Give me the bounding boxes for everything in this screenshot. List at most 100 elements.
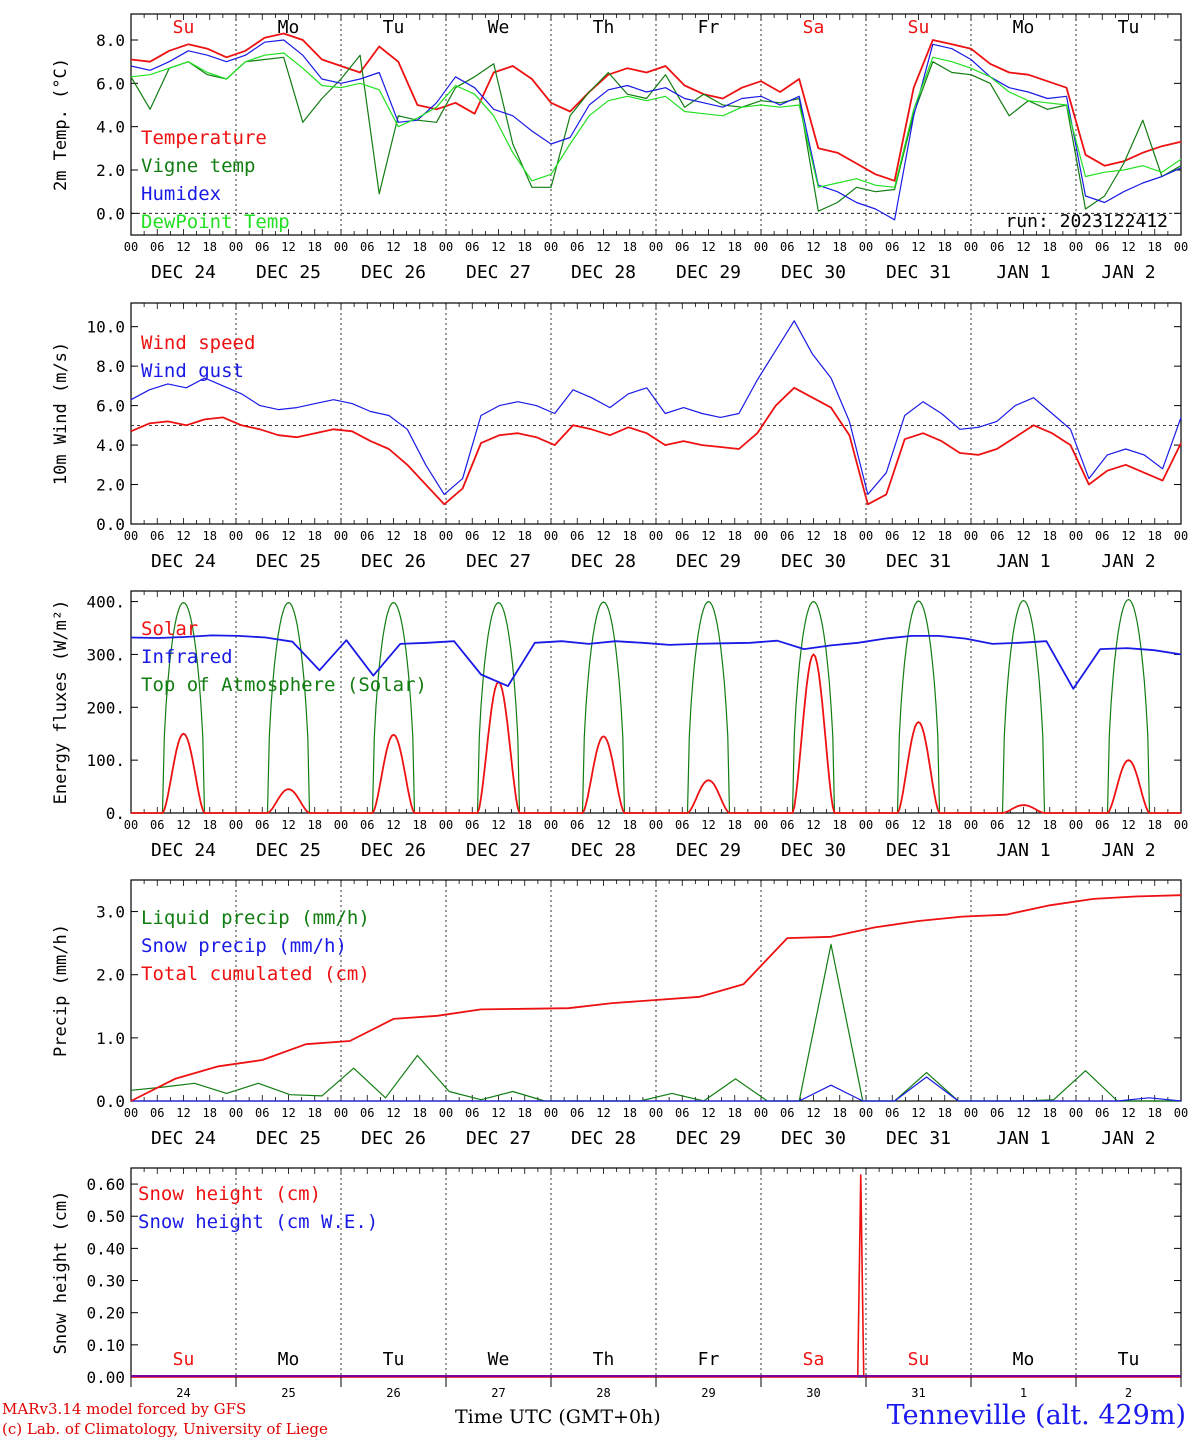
hour-label: 06 [570, 529, 584, 543]
station-name: Tenneville (alt. 429m) [886, 1400, 1186, 1431]
series-line-1 [130, 54, 1182, 212]
hour-label: 06 [360, 818, 374, 832]
weekday-label: Sa [803, 17, 825, 38]
weekday-label: Tu [1118, 1349, 1140, 1370]
hour-label: 12 [596, 529, 610, 543]
day-number: 31 [911, 1386, 925, 1400]
legend-entry: Snow height (cm W.E.) [138, 1211, 378, 1233]
hour-label: 18 [833, 1106, 847, 1120]
hour-label: 00 [124, 1106, 138, 1120]
day-number: 29 [701, 1386, 715, 1400]
day-label: DEC 25 [256, 262, 321, 283]
hour-label: 12 [1121, 818, 1135, 832]
weekday-label: Tu [1118, 17, 1140, 38]
day-label: DEC 26 [361, 1128, 426, 1149]
day-label: DEC 24 [151, 551, 216, 572]
hour-label: 06 [780, 1106, 794, 1120]
y-axis-label: Snow height (cm) [51, 1191, 71, 1355]
hour-label: 00 [1174, 1106, 1188, 1120]
weekday-label: Fr [698, 17, 720, 38]
weekday-label: Mo [278, 17, 300, 38]
hour-label: 00 [229, 240, 243, 254]
hour-label: 12 [386, 529, 400, 543]
day-label: DEC 28 [571, 1128, 636, 1149]
hour-label: 12 [281, 240, 295, 254]
hour-label: 00 [649, 1106, 663, 1120]
day-label: JAN 2 [1101, 551, 1155, 572]
y-tick-label: 8.0 [96, 357, 125, 376]
hour-label: 00 [1069, 1106, 1083, 1120]
legend-entry: DewPoint Temp [141, 211, 290, 233]
hour-label: 18 [413, 818, 427, 832]
series-line-0 [130, 386, 1182, 506]
hour-label: 18 [728, 1106, 742, 1120]
hour-label: 18 [1148, 240, 1162, 254]
hour-label: 18 [1043, 818, 1057, 832]
day-label: DEC 27 [466, 840, 531, 861]
y-tick-label: 0.60 [86, 1175, 125, 1194]
hour-label: 06 [1095, 1106, 1109, 1120]
hour-label: 18 [623, 1106, 637, 1120]
hour-label: 18 [203, 240, 217, 254]
hour-label: 00 [1069, 529, 1083, 543]
y-tick-label: 0.0 [96, 1092, 125, 1111]
day-label: JAN 1 [996, 551, 1050, 572]
hour-label: 06 [885, 529, 899, 543]
hour-label: 18 [518, 240, 532, 254]
series-line-1 [130, 320, 1182, 495]
hour-label: 00 [334, 240, 348, 254]
hour-label: 18 [833, 529, 847, 543]
hour-label: 12 [491, 240, 505, 254]
hour-label: 00 [1174, 529, 1188, 543]
hour-label: 18 [623, 818, 637, 832]
y-tick-label: 0.30 [86, 1272, 125, 1291]
hour-label: 12 [1121, 529, 1135, 543]
hour-label: 00 [754, 818, 768, 832]
series-line-2 [130, 39, 1182, 221]
hour-label: 06 [990, 1106, 1004, 1120]
weekday-label: Su [908, 1349, 930, 1370]
hour-label: 12 [911, 529, 925, 543]
hour-label: 18 [1148, 1106, 1162, 1120]
hour-label: 00 [229, 529, 243, 543]
day-label: DEC 26 [361, 262, 426, 283]
hour-label: 00 [1174, 240, 1188, 254]
series-line-solar [131, 652, 1181, 814]
hour-label: 06 [990, 818, 1004, 832]
hour-label: 06 [990, 529, 1004, 543]
hour-label: 06 [570, 818, 584, 832]
hour-label: 12 [386, 1106, 400, 1120]
hour-label: 18 [1148, 818, 1162, 832]
hour-label: 06 [675, 1106, 689, 1120]
hour-label: 18 [413, 1106, 427, 1120]
hour-label: 00 [544, 529, 558, 543]
series-line-0 [130, 32, 1182, 182]
hour-label: 00 [754, 1106, 768, 1120]
hour-label: 18 [203, 818, 217, 832]
hour-label: 06 [465, 240, 479, 254]
hour-label: 06 [1095, 240, 1109, 254]
weekday-label: Su [173, 1349, 195, 1370]
hour-label: 00 [754, 240, 768, 254]
y-tick-label: 300. [86, 645, 125, 664]
hour-label: 12 [1016, 240, 1030, 254]
hour-label: 00 [544, 818, 558, 832]
hour-label: 06 [675, 818, 689, 832]
hour-label: 12 [911, 818, 925, 832]
day-label: DEC 27 [466, 1128, 531, 1149]
hour-label: 12 [806, 818, 820, 832]
weekday-label: Mo [1013, 17, 1035, 38]
hour-label: 12 [491, 818, 505, 832]
hour-label: 12 [701, 529, 715, 543]
hour-label: 00 [964, 529, 978, 543]
hour-label: 18 [728, 529, 742, 543]
day-label: DEC 31 [886, 262, 951, 283]
hour-label: 06 [150, 1106, 164, 1120]
day-label: DEC 25 [256, 840, 321, 861]
y-tick-label: 2.0 [96, 161, 125, 180]
y-tick-label: 0.00 [86, 1368, 125, 1387]
hour-label: 18 [308, 529, 322, 543]
y-tick-label: 100. [86, 751, 125, 770]
hour-label: 18 [833, 240, 847, 254]
